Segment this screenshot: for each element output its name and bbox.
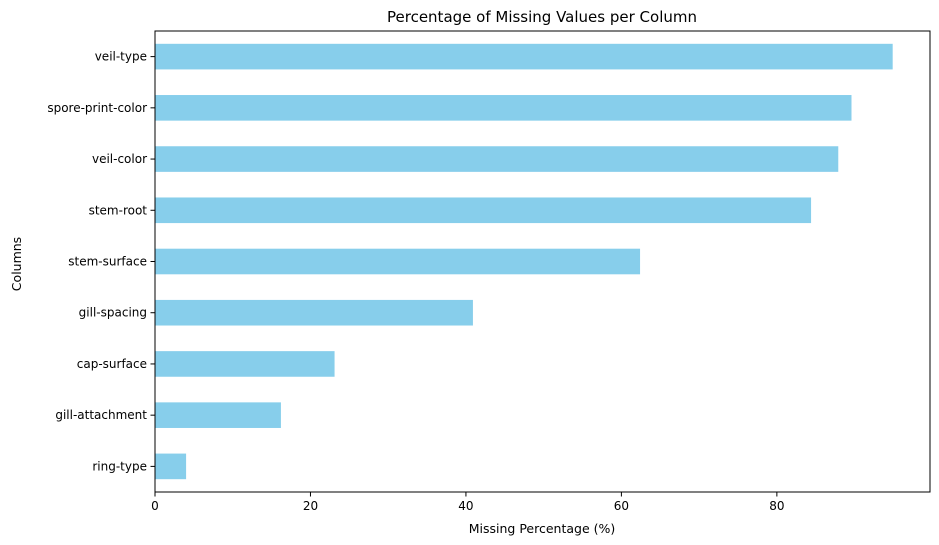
y-tick-label: veil-color xyxy=(92,152,147,166)
y-tick-label: stem-root xyxy=(89,203,148,217)
bar-stem-root xyxy=(155,197,812,224)
x-ticks-layer: 0 20 40 60 80 xyxy=(151,492,785,513)
y-ticks-layer: veil-type spore-print-color veil-color stem… xyxy=(47,50,155,473)
x-tick-label: 60 xyxy=(614,499,629,513)
y-tick-label: spore-print-color xyxy=(47,101,147,115)
x-axis-label: Missing Percentage (%) xyxy=(469,521,616,536)
y-tick-label: veil-type xyxy=(95,50,147,64)
bar-gill-attachment xyxy=(155,402,281,428)
bar-gill-spacing xyxy=(155,299,473,326)
plot-frame xyxy=(154,30,931,493)
bar-cap-surface xyxy=(155,351,335,377)
y-tick-label: stem-surface xyxy=(68,255,147,269)
y-tick-label: gill-spacing xyxy=(79,306,147,320)
x-tick-label: 40 xyxy=(458,499,473,513)
x-tick-label: 80 xyxy=(769,499,784,513)
bar-veil-type xyxy=(155,43,893,70)
bar-stem-surface xyxy=(155,248,641,275)
y-tick-label: cap-surface xyxy=(77,357,147,371)
chart-title: Percentage of Missing Values per Column xyxy=(387,8,697,26)
bar-veil-color xyxy=(155,146,839,172)
y-axis-label: Columns xyxy=(9,237,24,291)
bars-layer xyxy=(155,43,893,480)
y-tick-label: ring-type xyxy=(92,459,147,473)
y-tick-label: gill-attachment xyxy=(55,408,147,422)
bar-ring-type xyxy=(155,453,187,480)
x-tick-label: 0 xyxy=(151,499,159,513)
x-tick-label: 20 xyxy=(303,499,318,513)
bar-spore-print-color xyxy=(155,95,852,121)
